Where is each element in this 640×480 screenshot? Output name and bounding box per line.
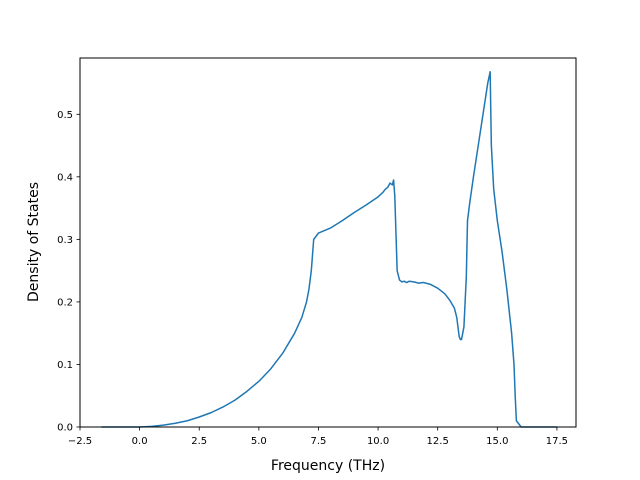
plot-frame <box>79 57 577 428</box>
y-tick-label: 0.3 <box>57 235 73 246</box>
y-axis: 0.0 0.1 0.2 0.3 0.4 0.5 <box>57 110 80 434</box>
x-tick-label: 5.0 <box>251 436 267 447</box>
y-tick-label: 0.0 <box>57 423 73 434</box>
dos-series-line <box>101 71 557 428</box>
x-tick-label: −2.5 <box>68 436 92 447</box>
y-tick-label: 0.1 <box>57 360 73 371</box>
x-tick-label: 0.0 <box>132 436 148 447</box>
x-tick-label: 17.5 <box>546 436 568 447</box>
x-tick-label: 15.0 <box>486 436 508 447</box>
data-layer <box>101 71 557 428</box>
x-tick-label: 2.5 <box>191 436 207 447</box>
y-tick-label: 0.2 <box>57 298 73 309</box>
x-axis: −2.5 0.0 2.5 5.0 7.5 10.0 12.5 15.0 17.5 <box>68 427 568 447</box>
x-tick-label: 7.5 <box>311 436 327 447</box>
x-axis-label: Frequency (THz) <box>271 458 385 474</box>
y-tick-label: 0.4 <box>57 172 73 183</box>
x-tick-label: 12.5 <box>427 436 449 447</box>
y-axis-label: Density of States <box>26 182 42 302</box>
x-tick-label: 10.0 <box>367 436 389 447</box>
y-tick-label: 0.5 <box>57 110 73 121</box>
